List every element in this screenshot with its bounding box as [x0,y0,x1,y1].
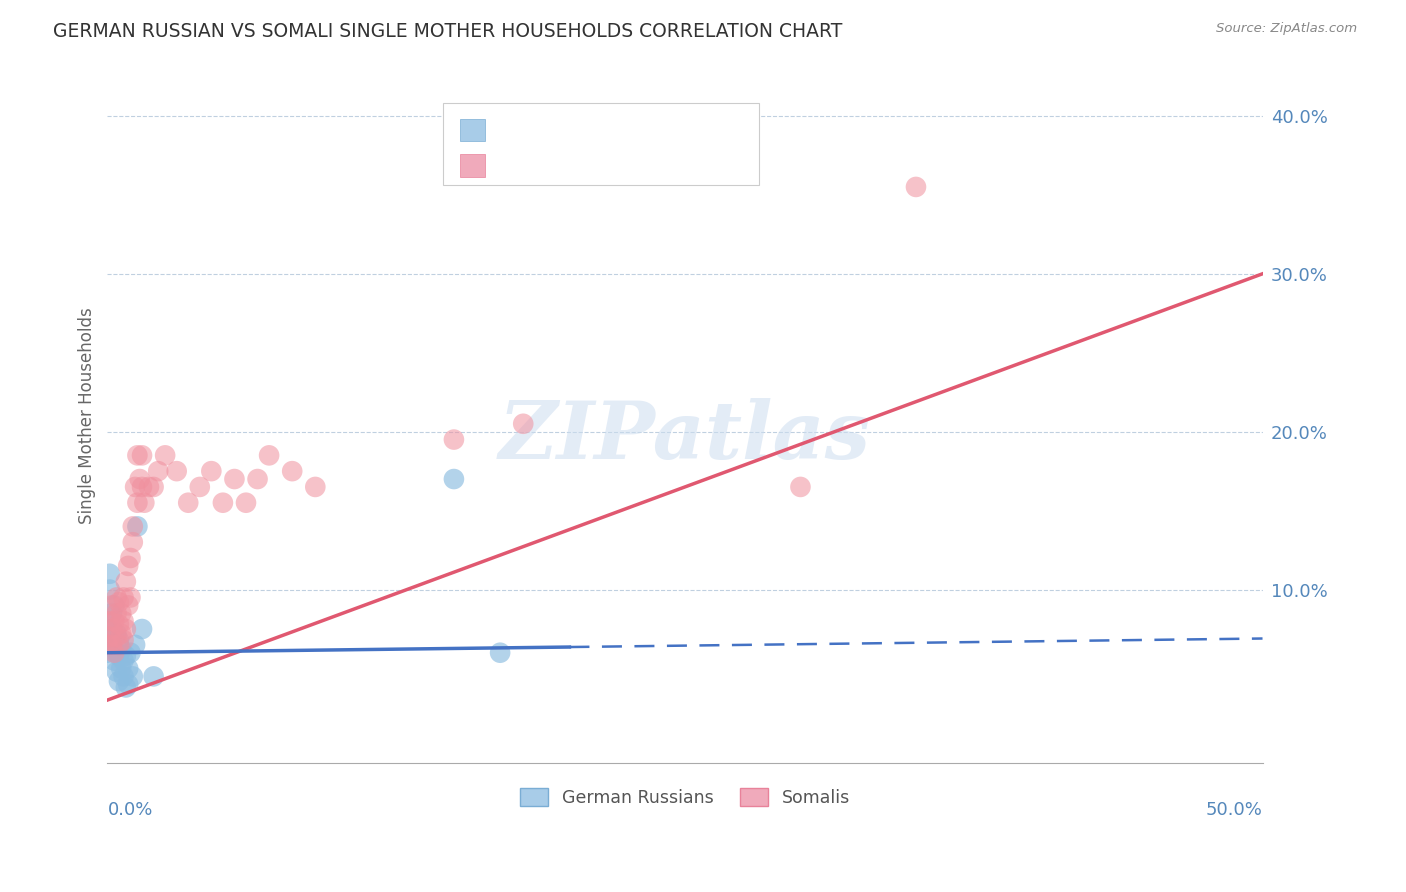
Point [142,669,165,683]
Point [110,642,132,657]
Point [101,622,124,636]
Text: N = 53: N = 53 [612,157,673,175]
Text: 0.0%: 0.0% [107,801,153,820]
Point [200,464,222,478]
Point [131,448,153,462]
Point [103,630,125,644]
Point [134,496,156,510]
Point [98,582,121,597]
Point [105,606,128,620]
Point [281,464,304,478]
Point [117,599,139,613]
Point [246,472,269,486]
Point [127,519,149,533]
Text: R = 0.157: R = 0.157 [499,121,582,139]
Point [115,681,138,695]
Point [120,591,142,605]
Point [103,654,125,668]
Point [105,665,128,679]
Point [121,519,143,533]
Point [112,591,135,605]
Text: R = 0.751: R = 0.751 [499,157,582,175]
Point [443,472,465,486]
Point [128,472,150,486]
Point [124,480,146,494]
Point [127,496,149,510]
Point [103,599,125,613]
Point [105,646,128,660]
Point [115,574,138,589]
Point [142,480,165,494]
Point [108,633,131,648]
Point [103,646,125,660]
Point [110,627,132,641]
Point [138,480,160,494]
Point [148,464,170,478]
Point [904,180,927,194]
Point [101,606,124,620]
Y-axis label: Single Mother Households: Single Mother Households [79,308,96,524]
Point [96,646,118,660]
Point [235,496,257,510]
Point [108,648,131,663]
Legend: German Russians, Somalis: German Russians, Somalis [513,781,856,814]
Point [112,654,135,668]
Point [101,638,124,652]
Point [120,551,142,566]
Point [96,638,118,652]
Point [789,480,811,494]
Point [131,622,153,636]
Point [127,448,149,462]
Point [166,464,188,478]
Point [212,496,235,510]
Point [103,614,125,628]
Text: 50.0%: 50.0% [1206,801,1263,820]
Point [105,627,128,641]
Point [177,496,200,510]
Point [304,480,326,494]
Point [110,606,132,620]
Point [124,638,146,652]
Point [117,558,139,573]
Point [121,669,143,683]
Point [112,669,135,683]
Point [489,646,512,660]
Point [108,595,131,609]
Point [117,661,139,675]
Point [110,661,132,675]
Point [188,480,211,494]
Point [98,614,121,628]
Point [224,472,246,486]
Point [120,646,142,660]
Point [512,417,534,431]
Point [112,633,135,648]
Text: GERMAN RUSSIAN VS SOMALI SINGLE MOTHER HOUSEHOLDS CORRELATION CHART: GERMAN RUSSIAN VS SOMALI SINGLE MOTHER H… [53,22,842,41]
Point [105,591,128,605]
Point [101,599,124,613]
Text: N = 32: N = 32 [612,121,673,139]
Point [108,617,131,632]
Point [98,566,121,581]
Point [112,614,135,628]
Point [131,480,153,494]
Point [443,433,465,447]
Point [121,535,143,549]
Point [115,648,138,663]
Point [108,674,131,689]
Point [98,614,121,628]
Text: Source: ZipAtlas.com: Source: ZipAtlas.com [1216,22,1357,36]
Point [98,630,121,644]
Point [105,630,128,644]
Point [115,622,138,636]
Point [153,448,176,462]
Text: ZIPatlas: ZIPatlas [499,398,870,475]
Point [257,448,280,462]
Point [108,638,131,652]
Point [117,677,139,691]
Point [101,638,124,652]
Point [101,622,124,636]
